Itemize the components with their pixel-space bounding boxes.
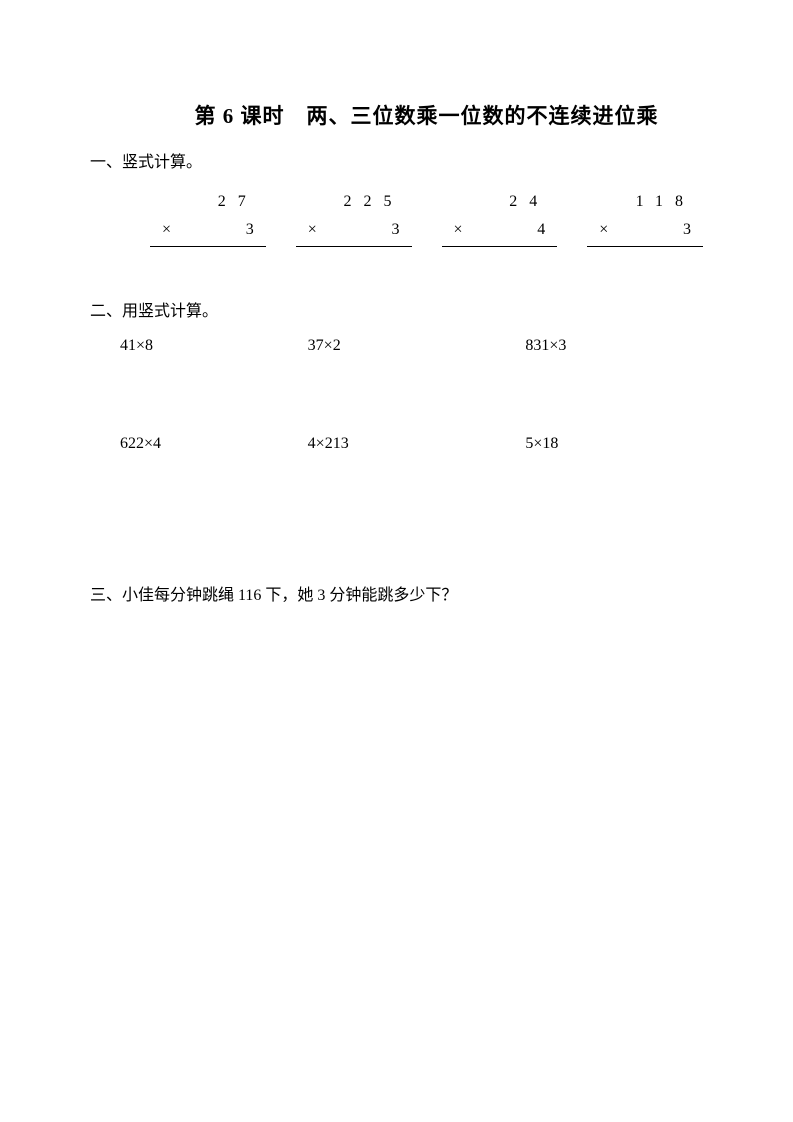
multiplicand: 27 bbox=[150, 188, 266, 217]
multiplier-row: × 3 bbox=[587, 217, 703, 248]
vertical-problem: 27 × 3 bbox=[150, 188, 266, 247]
horizontal-row: 41×8 37×2 831×3 bbox=[120, 337, 703, 355]
times-sign: × bbox=[158, 217, 171, 243]
horizontal-row: 622×4 4×213 5×18 bbox=[120, 435, 703, 453]
vertical-problem: 225 × 3 bbox=[296, 188, 412, 247]
multiplicand: 118 bbox=[587, 188, 703, 217]
multiplier: 4 bbox=[537, 217, 545, 243]
times-sign: × bbox=[304, 217, 317, 243]
multiplier-row: × 4 bbox=[442, 217, 558, 248]
multiplier-row: × 3 bbox=[296, 217, 412, 248]
multiplier: 3 bbox=[246, 217, 254, 243]
horizontal-problem: 622×4 bbox=[120, 435, 298, 453]
section-one-heading: 一、竖式计算。 bbox=[90, 148, 703, 172]
multiplier-row: × 3 bbox=[150, 217, 266, 248]
vertical-problems-container: 27 × 3 225 × 3 24 × 4 118 × 3 bbox=[90, 188, 703, 247]
vertical-problem: 24 × 4 bbox=[442, 188, 558, 247]
times-sign: × bbox=[595, 217, 608, 243]
horizontal-problems-container: 41×8 37×2 831×3 622×4 4×213 5×18 bbox=[90, 337, 703, 533]
page-title: 第 6 课时 两、三位数乘一位数的不连续进位乘 bbox=[90, 100, 703, 130]
horizontal-problem: 37×2 bbox=[308, 337, 486, 355]
horizontal-problem: 5×18 bbox=[525, 435, 703, 453]
multiplier: 3 bbox=[683, 217, 691, 243]
section-three-question: 三、小佳每分钟跳绳 116 下，她 3 分钟能跳多少下？ bbox=[90, 583, 703, 609]
horizontal-problem: 831×3 bbox=[525, 337, 703, 355]
section-two-heading: 二、用竖式计算。 bbox=[90, 297, 703, 321]
vertical-problem: 118 × 3 bbox=[587, 188, 703, 247]
multiplicand: 24 bbox=[442, 188, 558, 217]
horizontal-problem: 4×213 bbox=[308, 435, 486, 453]
horizontal-problem: 41×8 bbox=[120, 337, 298, 355]
multiplicand: 225 bbox=[296, 188, 412, 217]
multiplier: 3 bbox=[392, 217, 400, 243]
times-sign: × bbox=[450, 217, 463, 243]
